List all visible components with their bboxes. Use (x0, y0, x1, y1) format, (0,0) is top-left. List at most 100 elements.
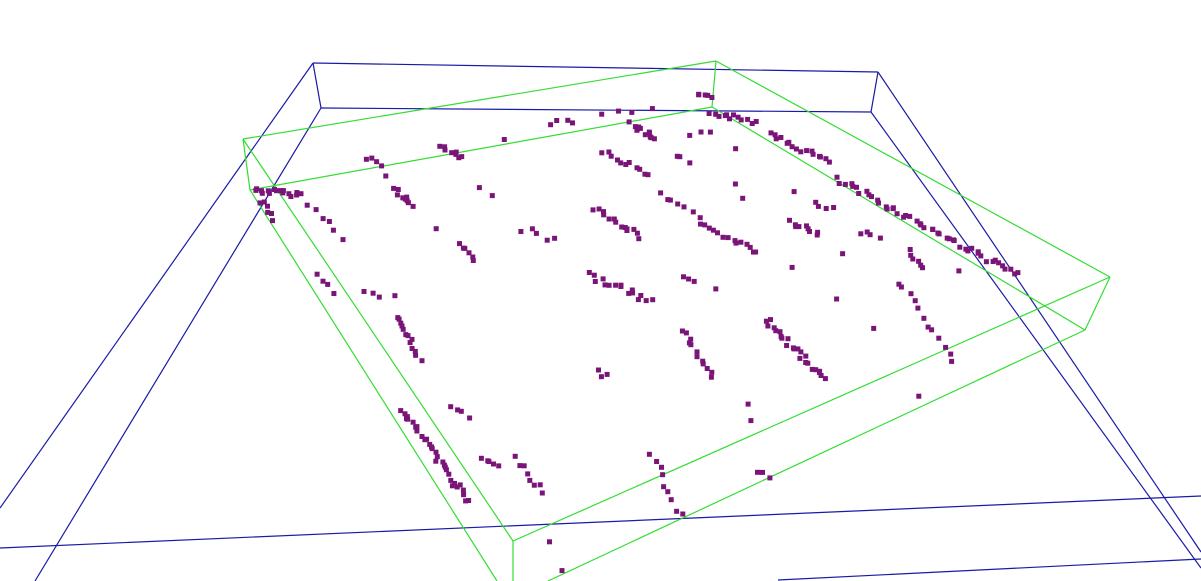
point-marker (929, 327, 935, 333)
point-marker (815, 203, 821, 209)
point-marker (419, 358, 425, 364)
inner-box-right-vertical-edge (1084, 276, 1111, 331)
inner-box-left-vertical-edge (242, 138, 251, 191)
point-marker (715, 230, 720, 236)
point-marker (314, 271, 320, 277)
point-marker (665, 489, 671, 495)
point-marker (325, 281, 331, 287)
point-marker (877, 235, 883, 241)
point-marker (732, 181, 738, 187)
point-marker (586, 270, 592, 275)
point-marker (405, 333, 411, 339)
point-marker (288, 194, 294, 199)
point-marker (659, 464, 664, 470)
point-marker (731, 112, 736, 118)
point-marker (624, 226, 630, 232)
point-marker (606, 216, 612, 222)
point-marker (798, 149, 804, 155)
point-marker (443, 467, 449, 473)
point-marker (400, 326, 406, 332)
point-marker (405, 200, 411, 206)
point-marker (884, 206, 890, 212)
point-marker (649, 106, 655, 112)
point-marker (716, 113, 722, 119)
point-marker (658, 190, 664, 196)
point-marker (629, 287, 635, 293)
point-marker (896, 281, 902, 287)
point-marker (898, 284, 904, 290)
point-marker (410, 203, 416, 209)
point-marker (437, 143, 443, 149)
point-marker (326, 219, 332, 224)
point-marker (598, 374, 604, 380)
point-marker (413, 352, 419, 358)
point-marker (834, 174, 840, 180)
point-marker (613, 219, 619, 225)
point-marker (1000, 263, 1006, 269)
point-marker (996, 260, 1002, 266)
point-marker (1015, 270, 1021, 276)
point-marker (710, 227, 716, 233)
point-marker (440, 459, 446, 465)
outer-box-right-inner-edge (870, 111, 1201, 569)
point-marker (429, 446, 435, 452)
point-marker (813, 367, 819, 373)
point-marker (850, 183, 856, 189)
point-marker (634, 165, 640, 171)
point-marker (681, 274, 686, 280)
point-marker (270, 218, 275, 224)
point-marker (713, 286, 719, 292)
point-marker (914, 218, 920, 224)
point-marker (921, 315, 927, 321)
outer-box-top-right-edge (870, 71, 879, 113)
point-marker (809, 148, 815, 154)
point-marker (687, 132, 693, 138)
point-marker (733, 146, 739, 152)
point-marker (903, 213, 909, 218)
inner-box-top-back-edge (242, 60, 717, 140)
point-marker (744, 241, 750, 247)
point-marker (454, 484, 460, 490)
point-marker (601, 212, 607, 218)
point-marker (623, 162, 629, 167)
point-marker (749, 121, 755, 126)
point-marker (331, 291, 337, 296)
point-marker (1012, 271, 1018, 277)
point-marker (654, 459, 660, 464)
point-marker (849, 181, 855, 187)
point-marker (817, 153, 822, 159)
point-marker (778, 135, 784, 140)
point-marker (596, 206, 602, 212)
point-marker (606, 149, 612, 155)
point-marker (747, 244, 753, 250)
point-marker (591, 272, 597, 278)
inner-box-bottom-back-edge (249, 106, 713, 191)
point-marker (778, 334, 784, 339)
point-marker (391, 185, 397, 191)
point-marker (461, 492, 467, 498)
point-marker (768, 317, 773, 323)
outer-box-right-long-edge (877, 71, 1201, 553)
outer-box-front-edge (0, 495, 1201, 549)
point-marker (602, 282, 608, 288)
point-marker (448, 477, 454, 483)
point-marker (834, 296, 840, 302)
point-marker (604, 371, 610, 377)
point-marker (777, 329, 783, 335)
point-marker (804, 223, 809, 229)
point-marker (525, 471, 531, 477)
point-marker (713, 111, 719, 117)
point-marker (496, 463, 502, 469)
point-marker (470, 258, 476, 263)
point-marker (709, 369, 715, 375)
point-marker (748, 418, 754, 424)
point-marker (810, 151, 816, 157)
point-marker (529, 226, 535, 232)
point-marker (599, 150, 605, 156)
point-marker (957, 244, 963, 250)
point-marker (304, 202, 310, 208)
point-marker (818, 373, 824, 378)
point-marker (698, 221, 703, 227)
point-marker (259, 190, 265, 196)
